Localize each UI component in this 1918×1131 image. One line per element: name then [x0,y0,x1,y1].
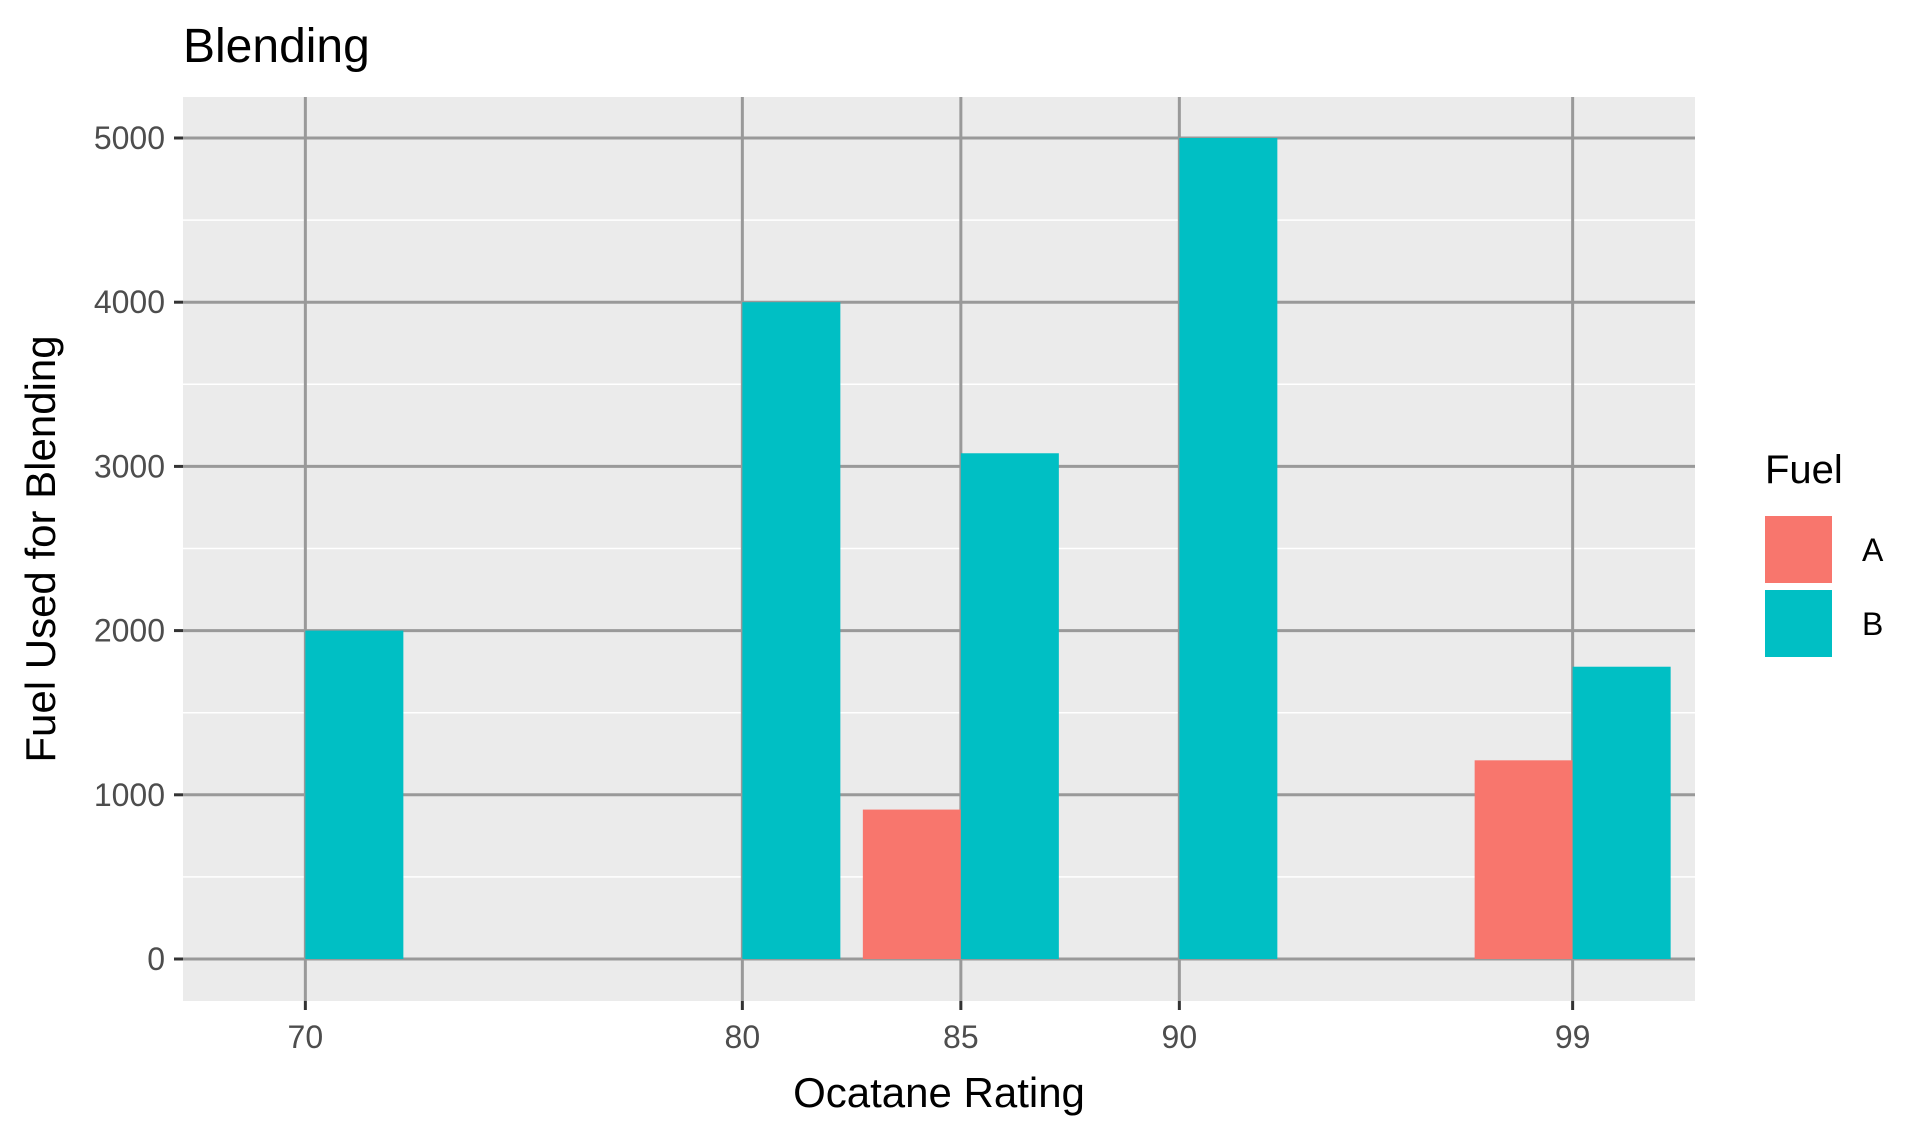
legend-title: Fuel [1765,448,1843,492]
legend-label-B: B [1862,606,1883,642]
x-axis-title: Ocatane Rating [793,1069,1085,1116]
legend-label-A: A [1862,532,1884,568]
bar-B-99 [1572,666,1671,959]
y-tick-label: 5000 [94,120,165,156]
bar-B-80 [742,302,841,959]
x-tick-label: 99 [1555,1019,1591,1055]
bar-B-90 [1179,138,1278,959]
bar-B-70 [305,630,404,959]
legend-swatch-A [1765,516,1832,583]
x-tick-label: 80 [725,1019,761,1055]
y-tick-label: 3000 [94,448,165,484]
y-tick-label: 2000 [94,613,165,649]
bar-A-85 [862,809,961,959]
x-tick-label: 70 [288,1019,324,1055]
y-axis: 0 1000 2000 3000 4000 5000 [94,120,183,977]
y-axis-title: Fuel Used for Blending [17,335,64,762]
bar-B-85 [960,453,1059,959]
bars [305,138,1671,959]
y-tick-label: 1000 [94,777,165,813]
chart-title: Blending [183,20,370,73]
y-tick-label: 4000 [94,284,165,320]
y-tick-label: 0 [147,941,165,977]
x-axis: 70 80 85 90 99 [288,1001,1591,1055]
x-tick-label: 85 [943,1019,979,1055]
x-tick-label: 90 [1162,1019,1198,1055]
bar-A-99 [1474,760,1573,959]
legend: Fuel A B [1765,448,1884,657]
legend-swatch-B [1765,590,1832,657]
